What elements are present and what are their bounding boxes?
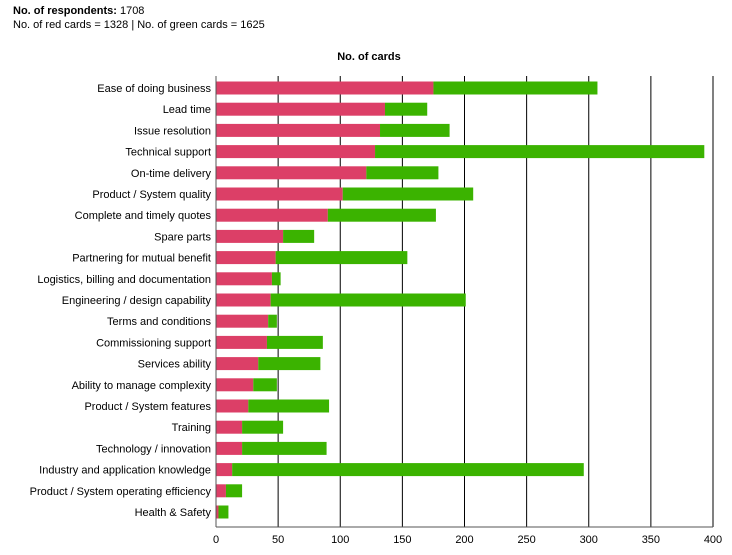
cards-summary: No. of red cards = 1328 | No. of green c… <box>13 19 265 31</box>
bar-red <box>216 81 434 95</box>
bar-green <box>242 441 327 455</box>
category-label: Spare parts <box>154 231 211 243</box>
category-label: Technical support <box>125 147 211 159</box>
chart-title: No. of cards <box>337 51 401 63</box>
bar-red <box>216 166 367 180</box>
bar-green <box>258 357 321 371</box>
bar-green <box>225 484 243 498</box>
bar-green <box>366 166 439 180</box>
bar-red <box>216 420 243 434</box>
category-label: Services ability <box>138 359 212 371</box>
bar-green <box>218 505 229 519</box>
bar-red <box>216 272 272 286</box>
category-label: Ease of doing business <box>97 83 211 95</box>
category-label: Complete and timely quotes <box>75 210 212 222</box>
bar-green <box>384 102 428 116</box>
category-label: On-time delivery <box>131 168 212 180</box>
bar-green <box>342 187 474 201</box>
bar-green <box>327 208 436 222</box>
bar-green <box>248 399 330 413</box>
bar-green <box>270 293 466 307</box>
bar-green <box>375 145 705 159</box>
bar-red <box>216 208 328 222</box>
bar-red <box>216 399 249 413</box>
bar-green <box>232 463 584 477</box>
bar-red <box>216 314 269 328</box>
respondents-line: No. of respondents: 1708 <box>13 5 144 17</box>
bar-red <box>216 378 254 392</box>
x-tick-label: 400 <box>704 534 722 546</box>
bar-green <box>283 229 315 243</box>
x-tick-label: 250 <box>517 534 535 546</box>
x-tick-label: 350 <box>642 534 660 546</box>
x-tick-label: 150 <box>393 534 411 546</box>
category-label: Commissioning support <box>96 337 211 349</box>
bar-red <box>216 187 343 201</box>
bar-red <box>216 293 271 307</box>
bar-red <box>216 145 376 159</box>
bar-red <box>216 251 276 265</box>
bar-green <box>242 420 284 434</box>
bar-green <box>380 123 450 137</box>
bar-red <box>216 463 233 477</box>
category-label: Product / System quality <box>92 189 211 201</box>
bar-green <box>266 335 323 349</box>
category-label: Terms and conditions <box>107 316 211 328</box>
category-label: Industry and application knowledge <box>39 465 211 477</box>
bar-red <box>216 335 267 349</box>
category-label: Product / System operating efficiency <box>30 486 212 498</box>
category-label: Technology / innovation <box>96 443 211 455</box>
bar-red <box>216 357 259 371</box>
x-tick-label: 0 <box>213 534 219 546</box>
category-label: Partnering for mutual benefit <box>72 253 211 265</box>
bar-red <box>216 505 219 519</box>
bar-red <box>216 123 381 137</box>
category-label: Health & Safety <box>135 507 212 519</box>
category-label: Product / System features <box>84 401 211 413</box>
respondents-label: No. of respondents: <box>13 5 117 17</box>
bar-red <box>216 484 226 498</box>
category-label: Training <box>172 422 211 434</box>
category-label: Logistics, billing and documentation <box>37 274 211 286</box>
bar-red <box>216 102 385 116</box>
respondents-value: 1708 <box>119 5 145 17</box>
x-tick-label: 300 <box>580 534 598 546</box>
bar-green <box>253 378 277 392</box>
bar-red <box>216 441 243 455</box>
bar-green <box>433 81 598 95</box>
bar-red <box>216 229 284 243</box>
bar-green <box>275 251 408 265</box>
x-tick-label: 200 <box>455 534 473 546</box>
category-label: Issue resolution <box>134 125 211 137</box>
category-label: Ability to manage complexity <box>72 380 212 392</box>
category-label: Engineering / design capability <box>62 295 212 307</box>
bar-green <box>268 314 277 328</box>
category-label: Lead time <box>163 104 211 116</box>
x-tick-label: 50 <box>272 534 284 546</box>
x-tick-label: 100 <box>331 534 349 546</box>
bar-green <box>271 272 281 286</box>
